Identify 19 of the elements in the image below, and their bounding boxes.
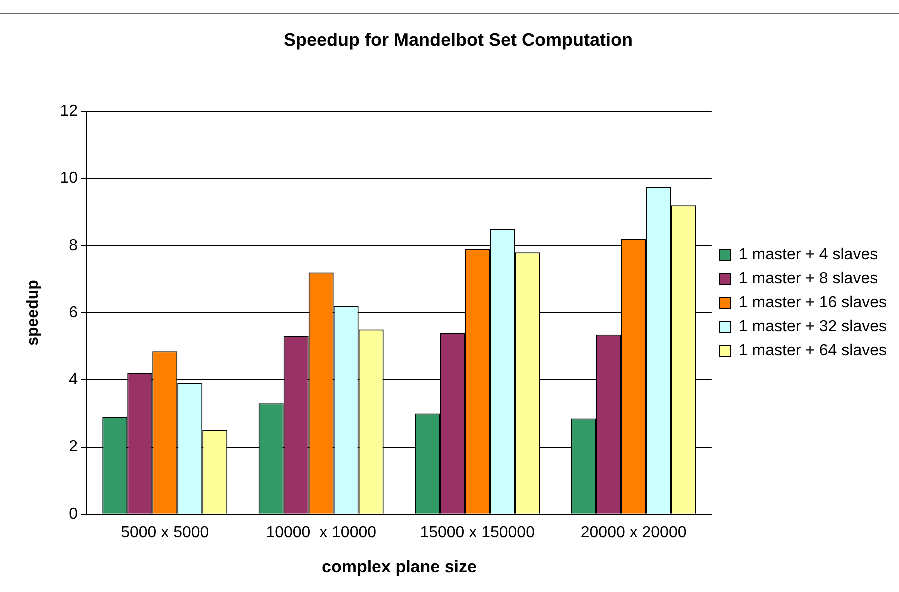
legend-label: 1 master + 32 slaves: [738, 318, 888, 336]
x-axis-title: complex plane size: [322, 557, 477, 576]
y-tick-label: 6: [69, 304, 78, 322]
y-tick-label: 8: [69, 237, 78, 254]
x-tick-label: 10000 x 10000: [266, 524, 377, 542]
x-tick-label: 15000 x 150000: [420, 524, 536, 542]
y-tick-label: 0: [69, 506, 78, 523]
x-tick-label: 20000 x 20000: [580, 524, 687, 542]
y-tick-label: 10: [60, 170, 78, 188]
legend-label: 1 master + 64 slaves: [738, 342, 888, 360]
chart-title: Speedup for Mandelbot Set Computation: [284, 30, 633, 50]
legend-label: 1 master + 8 slaves: [738, 270, 878, 288]
legend-label: 1 master + 16 slaves: [738, 294, 888, 312]
y-axis-title: speedup: [25, 280, 42, 346]
legend-label: 1 master + 4 slaves: [738, 246, 878, 264]
x-tick-label: 5000 x 5000: [121, 524, 210, 542]
y-tick-label: 2: [69, 438, 78, 456]
y-tick-label: 4: [69, 372, 78, 389]
y-tick-label: 12: [60, 103, 78, 120]
